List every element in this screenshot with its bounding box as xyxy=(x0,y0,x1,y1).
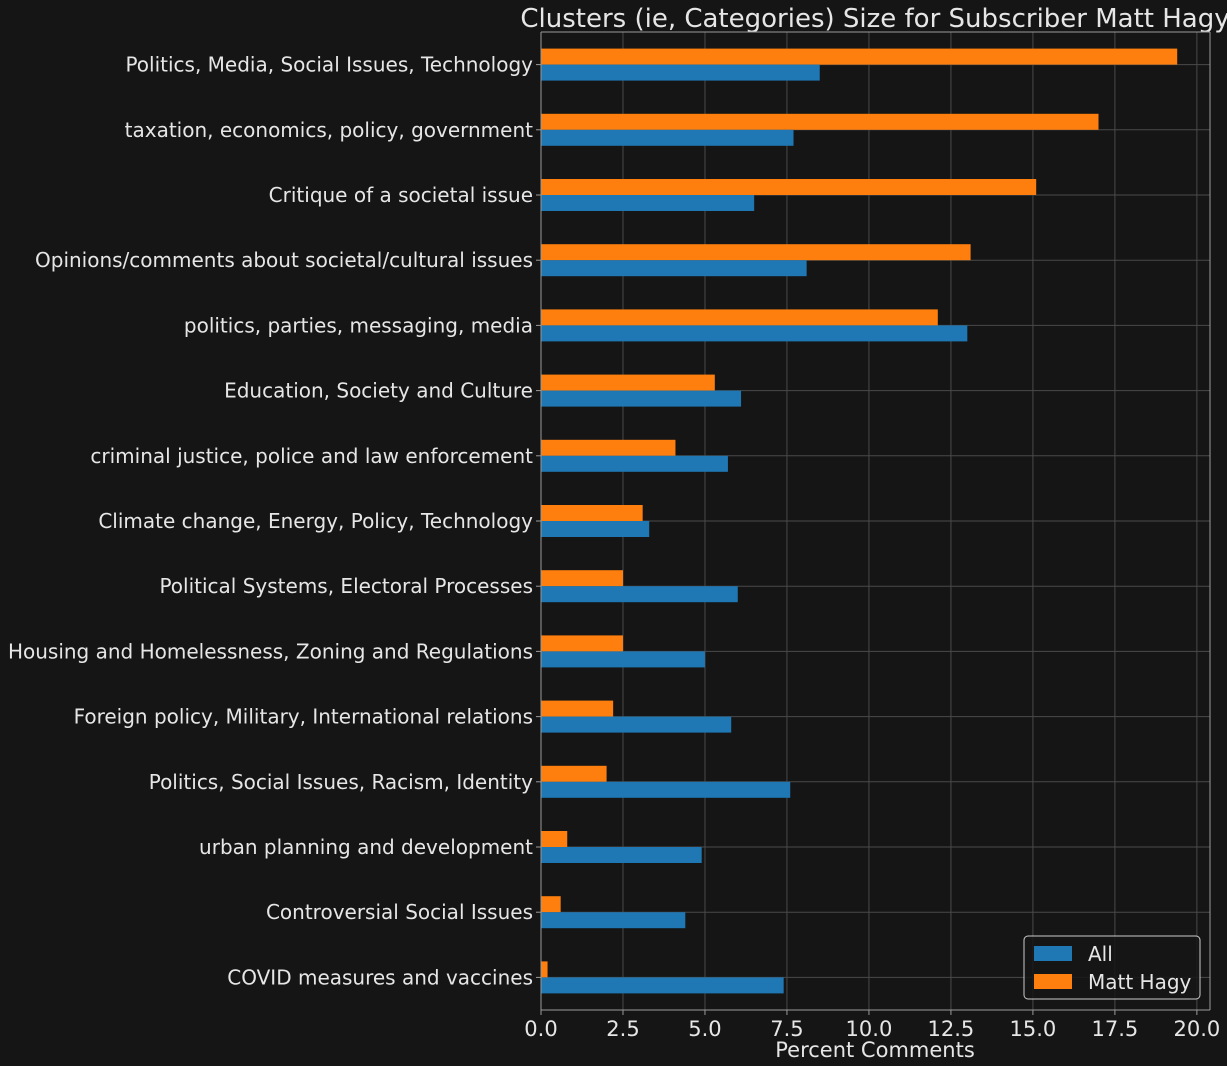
bar-all xyxy=(541,912,686,929)
y-category-label: Climate change, Energy, Policy, Technolo… xyxy=(98,509,533,533)
bar-matt-hagy xyxy=(541,179,1037,195)
y-category-label: taxation, economics, policy, government xyxy=(125,118,534,142)
legend-label: All xyxy=(1088,942,1113,966)
bar-all xyxy=(541,390,742,407)
legend-swatch-all xyxy=(1034,946,1072,961)
bar-all xyxy=(541,586,738,603)
y-category-label: Politics, Media, Social Issues, Technolo… xyxy=(125,53,533,77)
bar-all xyxy=(541,716,732,733)
y-category-label: Critique of a societal issue xyxy=(269,183,533,207)
bar-matt-hagy xyxy=(541,570,623,587)
bar-matt-hagy xyxy=(541,439,676,456)
y-category-label: criminal justice, police and law enforce… xyxy=(90,444,533,468)
bar-matt-hagy xyxy=(541,961,548,978)
y-category-label: politics, parties, messaging, media xyxy=(184,313,533,337)
bar-matt-hagy xyxy=(541,635,623,652)
x-tick-label: 5.0 xyxy=(688,1017,721,1041)
x-tick-label: 7.5 xyxy=(770,1017,803,1041)
bar-all xyxy=(541,651,705,668)
bar-all xyxy=(541,64,820,81)
y-category-label: Controversial Social Issues xyxy=(266,900,533,924)
bar-matt-hagy xyxy=(541,113,1099,130)
bar-matt-hagy xyxy=(541,896,561,913)
y-category-label: Politics, Social Issues, Racism, Identit… xyxy=(149,770,533,794)
bar-all xyxy=(541,129,794,146)
y-category-label: Education, Society and Culture xyxy=(224,379,533,403)
legend-label: Matt Hagy xyxy=(1088,970,1192,994)
legend-swatch-matt-hagy xyxy=(1034,974,1072,989)
bar-all xyxy=(541,781,791,798)
bar-all xyxy=(541,847,702,863)
bar-matt-hagy xyxy=(541,309,938,326)
x-axis-label: Percent Comments xyxy=(775,1038,975,1062)
bar-all xyxy=(541,455,728,472)
bar-matt-hagy xyxy=(541,244,971,261)
bars xyxy=(541,48,1178,994)
y-category-label: COVID measures and vaccines xyxy=(227,965,533,989)
y-category-label: Political Systems, Electoral Processes xyxy=(159,574,533,598)
bar-matt-hagy xyxy=(541,48,1178,65)
x-tick-label: 15.0 xyxy=(1010,1017,1057,1041)
x-tick-label: 2.5 xyxy=(606,1017,639,1041)
y-category-label: Housing and Homelessness, Zoning and Reg… xyxy=(8,639,533,663)
y-category-label: Opinions/comments about societal/cultura… xyxy=(35,248,533,272)
x-tick-label: 12.5 xyxy=(928,1017,975,1041)
bar-matt-hagy xyxy=(541,505,643,521)
bar-all xyxy=(541,325,968,342)
bar-all xyxy=(541,260,807,277)
axes: 0.0 2.5 5.0 7.5 10.0 12.5 15.0 17.5 20.0 Politics… xyxy=(8,31,1220,1041)
bar-matt-hagy xyxy=(541,700,614,717)
x-tick-label: 10.0 xyxy=(846,1017,893,1041)
bar-all xyxy=(541,977,784,994)
x-tick-label: 17.5 xyxy=(1092,1017,1139,1041)
chart-title: Clusters (ie, Categories) Size for Subsc… xyxy=(520,4,1227,34)
bar-matt-hagy xyxy=(541,374,715,391)
bar-matt-hagy xyxy=(541,831,568,847)
y-category-label: Foreign policy, Military, International … xyxy=(74,705,533,729)
bar-matt-hagy xyxy=(541,765,607,782)
bar-all xyxy=(541,521,650,537)
x-tick-label: 20.0 xyxy=(1173,1017,1220,1041)
x-tick-label: 0.0 xyxy=(524,1017,557,1041)
y-category-label: urban planning and development xyxy=(199,835,533,859)
legend: All Matt Hagy xyxy=(1023,935,1201,1000)
bar-all xyxy=(541,195,755,211)
